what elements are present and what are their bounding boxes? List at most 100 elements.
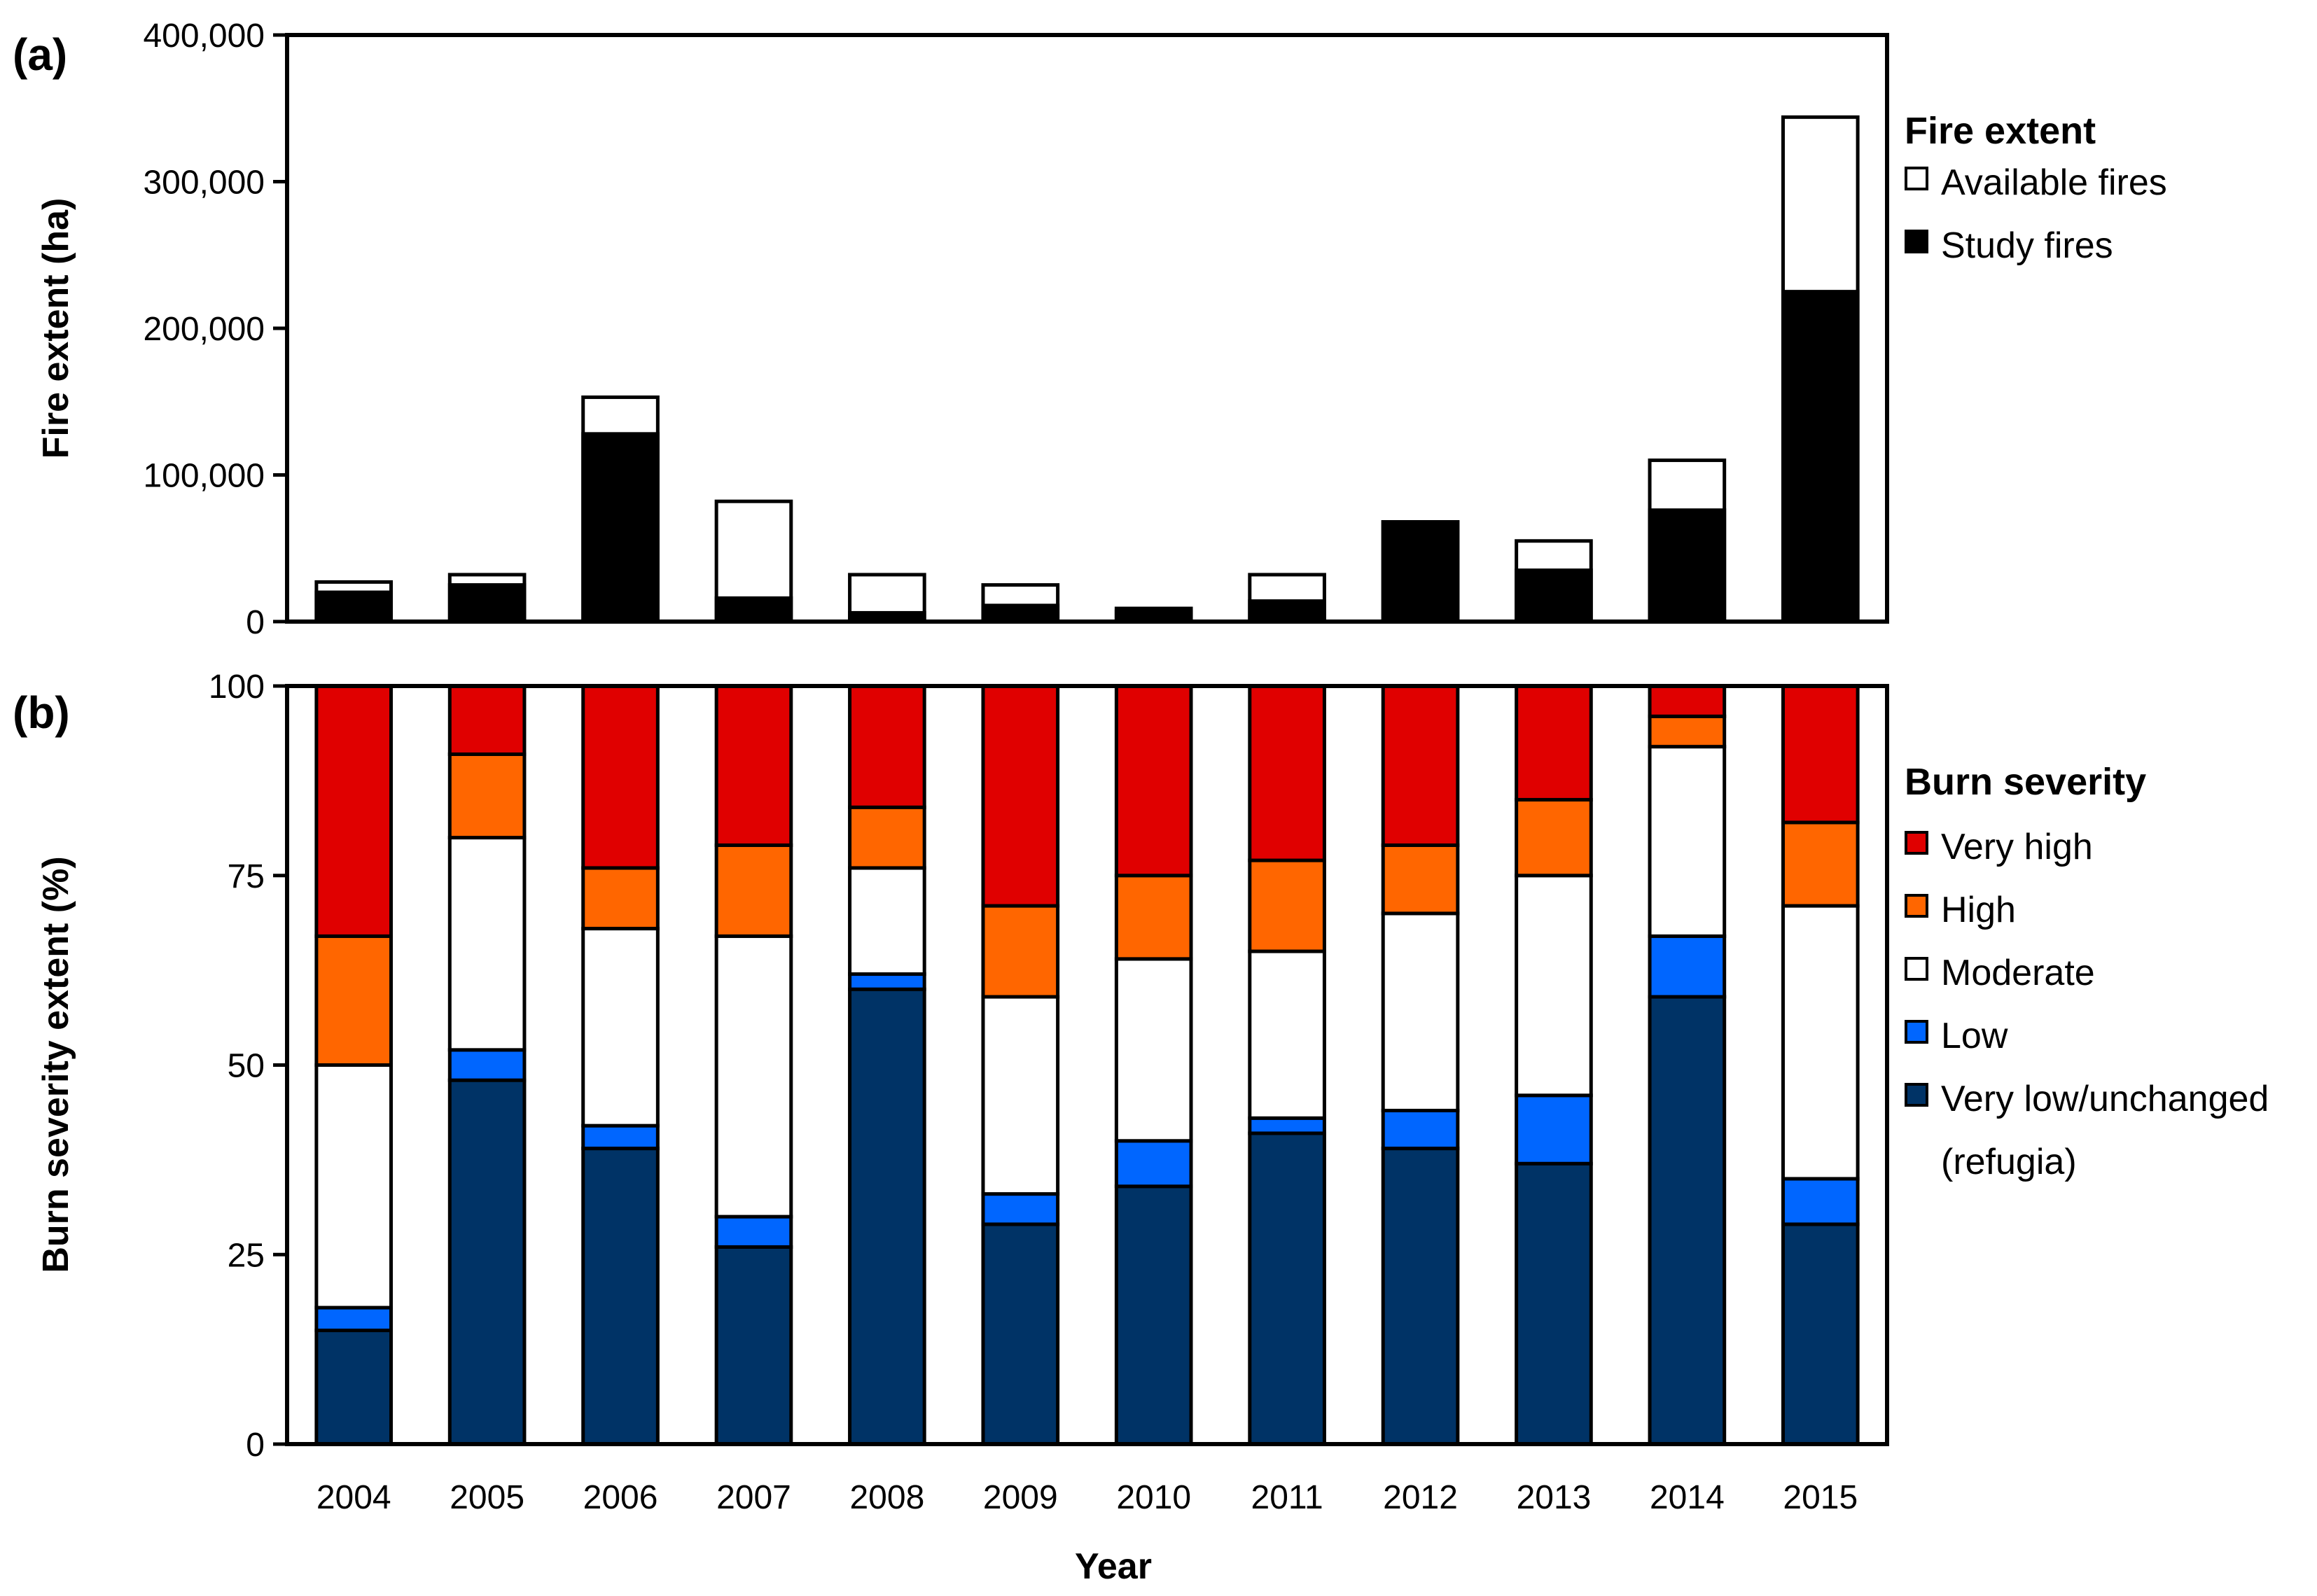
- bar-segment-very-high-2005: [447, 684, 527, 756]
- panel-b-legend: Burn severity Very high High Moderate Low Ve…: [1905, 761, 2269, 1182]
- legend-label-study-fires: Study fires: [1941, 225, 2113, 266]
- bar-segment-low-2011: [1248, 1116, 1326, 1135]
- legend-swatch-moderate: [1905, 957, 1928, 981]
- x-tick-label-2004: 2004: [316, 1479, 391, 1516]
- legend-swatch-very-low-unchanged: [1905, 1083, 1928, 1107]
- legend-label-very-low-unchanged: Very low/unchanged: [1941, 1079, 2269, 1119]
- panel-b-burn-severity-chart: (b) 0 25 50 75 100 2004 2005 2006 2007 2008 2009 2…: [13, 668, 2269, 1587]
- bar-segment-moderate-2013: [1515, 874, 1593, 1098]
- x-tick-label-2007: 2007: [716, 1479, 791, 1516]
- bar-segment-very-high-2004: [314, 684, 394, 938]
- bar-segment-very-low-unchanged-2007: [714, 1245, 793, 1446]
- bar-segment-moderate-2011: [1248, 949, 1326, 1120]
- x-axis-title: Year: [1075, 1546, 1152, 1587]
- bar-study-fires-2011: [1248, 599, 1326, 624]
- legend-label-available-fires: Available fires: [1941, 162, 2167, 203]
- x-tick-label-2012: 2012: [1383, 1479, 1458, 1516]
- x-tick-label-2006: 2006: [583, 1479, 658, 1516]
- panel-b-y-tick-label: 25: [228, 1237, 265, 1274]
- panel-a-legend-title: Fire extent: [1905, 110, 2096, 152]
- bar-segment-very-high-2013: [1515, 684, 1593, 802]
- bar-study-fires-2012: [1381, 520, 1460, 624]
- panel-b-y-tick-label: 75: [228, 858, 265, 895]
- bar-segment-low-2006: [581, 1124, 660, 1151]
- panel-a-legend: Fire extent Available fires Study fires: [1905, 110, 2167, 266]
- bar-segment-low-2005: [447, 1048, 527, 1082]
- bar-segment-moderate-2006: [581, 927, 660, 1128]
- bar-segment-high-2007: [714, 843, 793, 938]
- bar-segment-very-high-2008: [848, 684, 926, 809]
- panel-a-y-tick-label: 100,000: [143, 458, 265, 495]
- panel-a-label: (a): [13, 29, 67, 80]
- panel-b-y-axis-title: Burn severity extent (%): [36, 856, 76, 1273]
- bar-segment-high-2014: [1648, 714, 1727, 749]
- bar-study-fires-2009: [981, 603, 1060, 624]
- bar-segment-high-2004: [314, 934, 394, 1068]
- x-tick-label-2010: 2010: [1116, 1479, 1191, 1516]
- x-tick-label-2008: 2008: [849, 1479, 924, 1516]
- panel-a-y-tick-label: 0: [246, 604, 265, 641]
- panel-b-label: (b): [13, 687, 70, 738]
- x-tick-label-2015: 2015: [1783, 1479, 1858, 1516]
- bar-segment-very-high-2014: [1648, 684, 1727, 718]
- bar-segment-very-high-2010: [1114, 684, 1193, 878]
- legend-label-moderate: Moderate: [1941, 953, 2095, 993]
- bar-segment-high-2015: [1781, 820, 1860, 908]
- bar-segment-low-2007: [714, 1214, 793, 1249]
- bar-segment-very-low-unchanged-2012: [1381, 1147, 1460, 1446]
- panel-a-fire-extent-chart: (a) 0 100,000 200,000 300,000 400,000 Fire e…: [13, 18, 2167, 641]
- bar-segment-moderate-2012: [1381, 911, 1460, 1112]
- bar-study-fires-2013: [1515, 568, 1593, 624]
- legend-label-high: High: [1941, 890, 2016, 930]
- bar-segment-high-2011: [1248, 858, 1326, 953]
- bar-segment-very-low-unchanged-2005: [447, 1078, 527, 1446]
- bar-segment-very-low-unchanged-2006: [581, 1147, 660, 1446]
- panel-a-y-tick-label: 200,000: [143, 311, 265, 348]
- panel-a-y-axis-title: Fire extent (ha): [36, 198, 76, 459]
- bar-study-fires-2006: [581, 432, 660, 624]
- panel-b-legend-title: Burn severity: [1905, 761, 2146, 803]
- bar-segment-low-2009: [981, 1192, 1060, 1226]
- bar-segment-moderate-2007: [714, 934, 793, 1219]
- bar-segment-moderate-2004: [314, 1063, 394, 1310]
- bar-segment-low-2015: [1781, 1177, 1860, 1226]
- legend-swatch-high: [1905, 894, 1928, 918]
- x-tick-label-2014: 2014: [1650, 1479, 1725, 1516]
- bar-segment-high-2006: [581, 866, 660, 931]
- bar-segment-moderate-2014: [1648, 745, 1727, 938]
- bar-study-fires-2015: [1781, 290, 1860, 624]
- bar-segment-low-2014: [1648, 934, 1727, 999]
- legend-swatch-very-high: [1905, 831, 1928, 855]
- bar-segment-very-low-unchanged-2011: [1248, 1131, 1326, 1446]
- panel-b-y-tick-label: 0: [246, 1427, 265, 1464]
- bar-study-fires-2014: [1648, 508, 1727, 624]
- bar-segment-very-high-2012: [1381, 684, 1460, 847]
- bar-study-fires-2007: [714, 596, 793, 624]
- bar-segment-moderate-2015: [1781, 904, 1860, 1181]
- x-tick-label-2009: 2009: [983, 1479, 1058, 1516]
- bar-segment-moderate-2010: [1114, 957, 1193, 1143]
- bar-segment-moderate-2009: [981, 995, 1060, 1196]
- x-tick-label-2011: 2011: [1251, 1479, 1323, 1516]
- bar-segment-very-low-unchanged-2013: [1515, 1161, 1593, 1446]
- panel-a-y-tick-label: 300,000: [143, 164, 265, 202]
- bar-segment-low-2008: [848, 972, 926, 991]
- bar-segment-very-low-unchanged-2010: [1114, 1184, 1193, 1446]
- panel-b-plot-frame: [285, 684, 1889, 1446]
- bar-segment-high-2010: [1114, 874, 1193, 961]
- bar-segment-low-2012: [1381, 1108, 1460, 1151]
- bar-segment-high-2009: [981, 904, 1060, 999]
- x-tick-label-2013: 2013: [1517, 1479, 1592, 1516]
- legend-swatch-study-fires: [1905, 230, 1928, 253]
- bar-segment-very-low-unchanged-2004: [314, 1329, 394, 1446]
- bar-segment-very-low-unchanged-2014: [1648, 995, 1727, 1446]
- bar-segment-moderate-2005: [447, 836, 527, 1052]
- bar-segment-low-2004: [314, 1306, 394, 1333]
- bar-segment-high-2012: [1381, 843, 1460, 916]
- bar-segment-very-high-2011: [1248, 684, 1326, 862]
- bar-study-fires-2004: [314, 590, 394, 624]
- bar-segment-high-2013: [1515, 797, 1593, 878]
- bar-segment-moderate-2008: [848, 866, 926, 976]
- legend-swatch-low: [1905, 1020, 1928, 1044]
